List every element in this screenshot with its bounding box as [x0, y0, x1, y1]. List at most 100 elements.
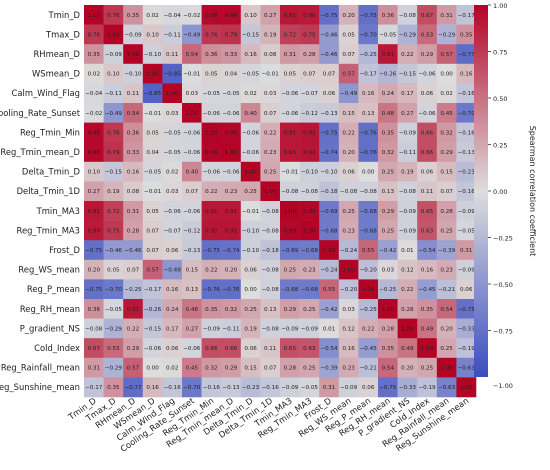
cell-value-label: 0.33: [225, 52, 238, 58]
heatmap-cell: [456, 240, 477, 261]
cell-value-label: −0.12: [301, 111, 318, 117]
cell-value-label: 0.25: [303, 307, 316, 313]
heatmap-cell: [182, 338, 202, 359]
heatmap-cell: [240, 279, 261, 300]
heatmap-cell: [436, 259, 457, 280]
cell-value-label: 1.00: [166, 91, 179, 97]
cell-value-label: 0.13: [362, 111, 375, 117]
heatmap-cell: [319, 83, 340, 104]
heatmap-cell: [319, 103, 340, 123]
cell-value-label: 0.36: [88, 307, 101, 313]
heatmap-cell: [162, 44, 183, 65]
cell-value-label: −0.09: [399, 130, 417, 136]
heatmap-cell: [417, 103, 438, 123]
cell-value-label: −0.75: [360, 13, 378, 19]
cell-value-label: −0.05: [105, 307, 123, 313]
cell-value-label: 0.99: [303, 209, 316, 215]
heatmap-cell: [358, 377, 379, 398]
cell-value-label: 0.27: [186, 326, 199, 332]
heatmap-cell: [240, 299, 261, 319]
row-label: Tmin_MA3: [36, 206, 80, 216]
cell-value-label: 0.98: [225, 13, 238, 19]
cell-value-label: 0.07: [303, 72, 316, 78]
cell-value-label: −0.39: [438, 248, 456, 254]
heatmap-cell: [338, 357, 359, 378]
heatmap-cell: [84, 377, 104, 398]
heatmap-cell: [280, 122, 300, 143]
heatmap-cell: [260, 63, 281, 84]
heatmap-cell: [84, 220, 104, 241]
heatmap-cell: [397, 220, 418, 241]
cell-value-label: 0.98: [205, 13, 218, 19]
cell-value-label: 0.03: [382, 268, 395, 274]
heatmap-cell: [397, 103, 418, 123]
heatmap-cell: [378, 44, 398, 65]
cell-value-label: 0.40: [244, 111, 257, 117]
row-label: Reg_Tmin_mean_D: [0, 147, 80, 157]
heatmap-cell: [319, 318, 340, 339]
cell-value-label: 0.91: [205, 209, 218, 215]
cell-value-label: 0.22: [264, 130, 276, 136]
heatmap-cell: [436, 240, 457, 261]
heatmap-cell: [417, 142, 438, 163]
heatmap-cell: [142, 103, 163, 123]
heatmap-cell: [162, 338, 183, 359]
cell-value-label: −0.16: [164, 385, 182, 391]
heatmap-cell: [378, 103, 398, 123]
heatmap-cell: [103, 5, 124, 25]
heatmap-cell: [456, 259, 477, 280]
heatmap-cell: [142, 161, 163, 182]
heatmap-cell: [182, 24, 202, 45]
cell-value-label: 0.76: [107, 130, 120, 136]
cell-value-label: 0.32: [382, 150, 394, 156]
heatmap-cell: [436, 201, 457, 221]
cell-value-label: 0.02: [166, 170, 178, 176]
cell-value-label: −0.05: [164, 130, 182, 136]
cell-value-label: 1.00: [205, 130, 218, 136]
row-label: WSmean_D: [32, 69, 80, 79]
heatmap-cell: [299, 181, 320, 202]
heatmap-cell: [221, 377, 242, 398]
cell-value-label: −0.06: [222, 170, 240, 176]
cell-value-label: 0.76: [107, 13, 120, 19]
cell-value-label: −0.25: [360, 52, 378, 58]
cell-value-label: −0.05: [301, 385, 319, 391]
cell-value-label: −0.29: [105, 366, 123, 372]
heatmap-cell: [240, 122, 261, 143]
heatmap-cell: [201, 24, 222, 45]
cell-value-label: 0.05: [205, 72, 218, 78]
cell-value-label: −0.13: [222, 385, 240, 391]
cell-value-label: 0.98: [88, 130, 101, 136]
heatmap-cell: [319, 338, 340, 359]
cell-value-label: 0.15: [440, 170, 453, 176]
cell-value-label: −0.45: [360, 346, 378, 352]
cell-value-label: 0.16: [127, 170, 140, 176]
heatmap-cell: [182, 357, 202, 378]
cell-value-label: 0.25: [382, 170, 395, 176]
cell-value-label: −0.15: [399, 72, 417, 78]
heatmap-cell: [103, 240, 124, 261]
cell-value-label: 0.07: [323, 72, 336, 78]
cell-value-label: 0.35: [382, 346, 395, 352]
heatmap-cell: [456, 357, 477, 378]
cell-value-label: 0.35: [127, 13, 140, 19]
heatmap-cell: [358, 103, 379, 123]
heatmap-cell: [358, 318, 379, 339]
heatmap-cell: [162, 103, 183, 123]
cell-value-label: −0.49: [164, 268, 182, 274]
heatmap-cell: [103, 44, 124, 65]
heatmap-cell: [378, 122, 398, 143]
heatmap-cell: [182, 259, 202, 280]
cell-value-label: 1.00: [225, 150, 238, 156]
heatmap-cell: [162, 201, 183, 221]
colorbar-tick-label: −0.25: [493, 235, 513, 243]
heatmap-cell: [260, 5, 281, 25]
cell-value-label: 0.28: [284, 366, 297, 372]
cell-value-label: −0.42: [320, 307, 337, 313]
cell-value-label: −0.29: [399, 32, 417, 38]
heatmap-cell: [123, 44, 144, 65]
cell-value-label: −0.13: [320, 111, 338, 117]
heatmap-cell: [260, 44, 281, 65]
cell-value-label: −0.05: [379, 32, 397, 38]
cell-value-label: 0.32: [205, 366, 217, 372]
